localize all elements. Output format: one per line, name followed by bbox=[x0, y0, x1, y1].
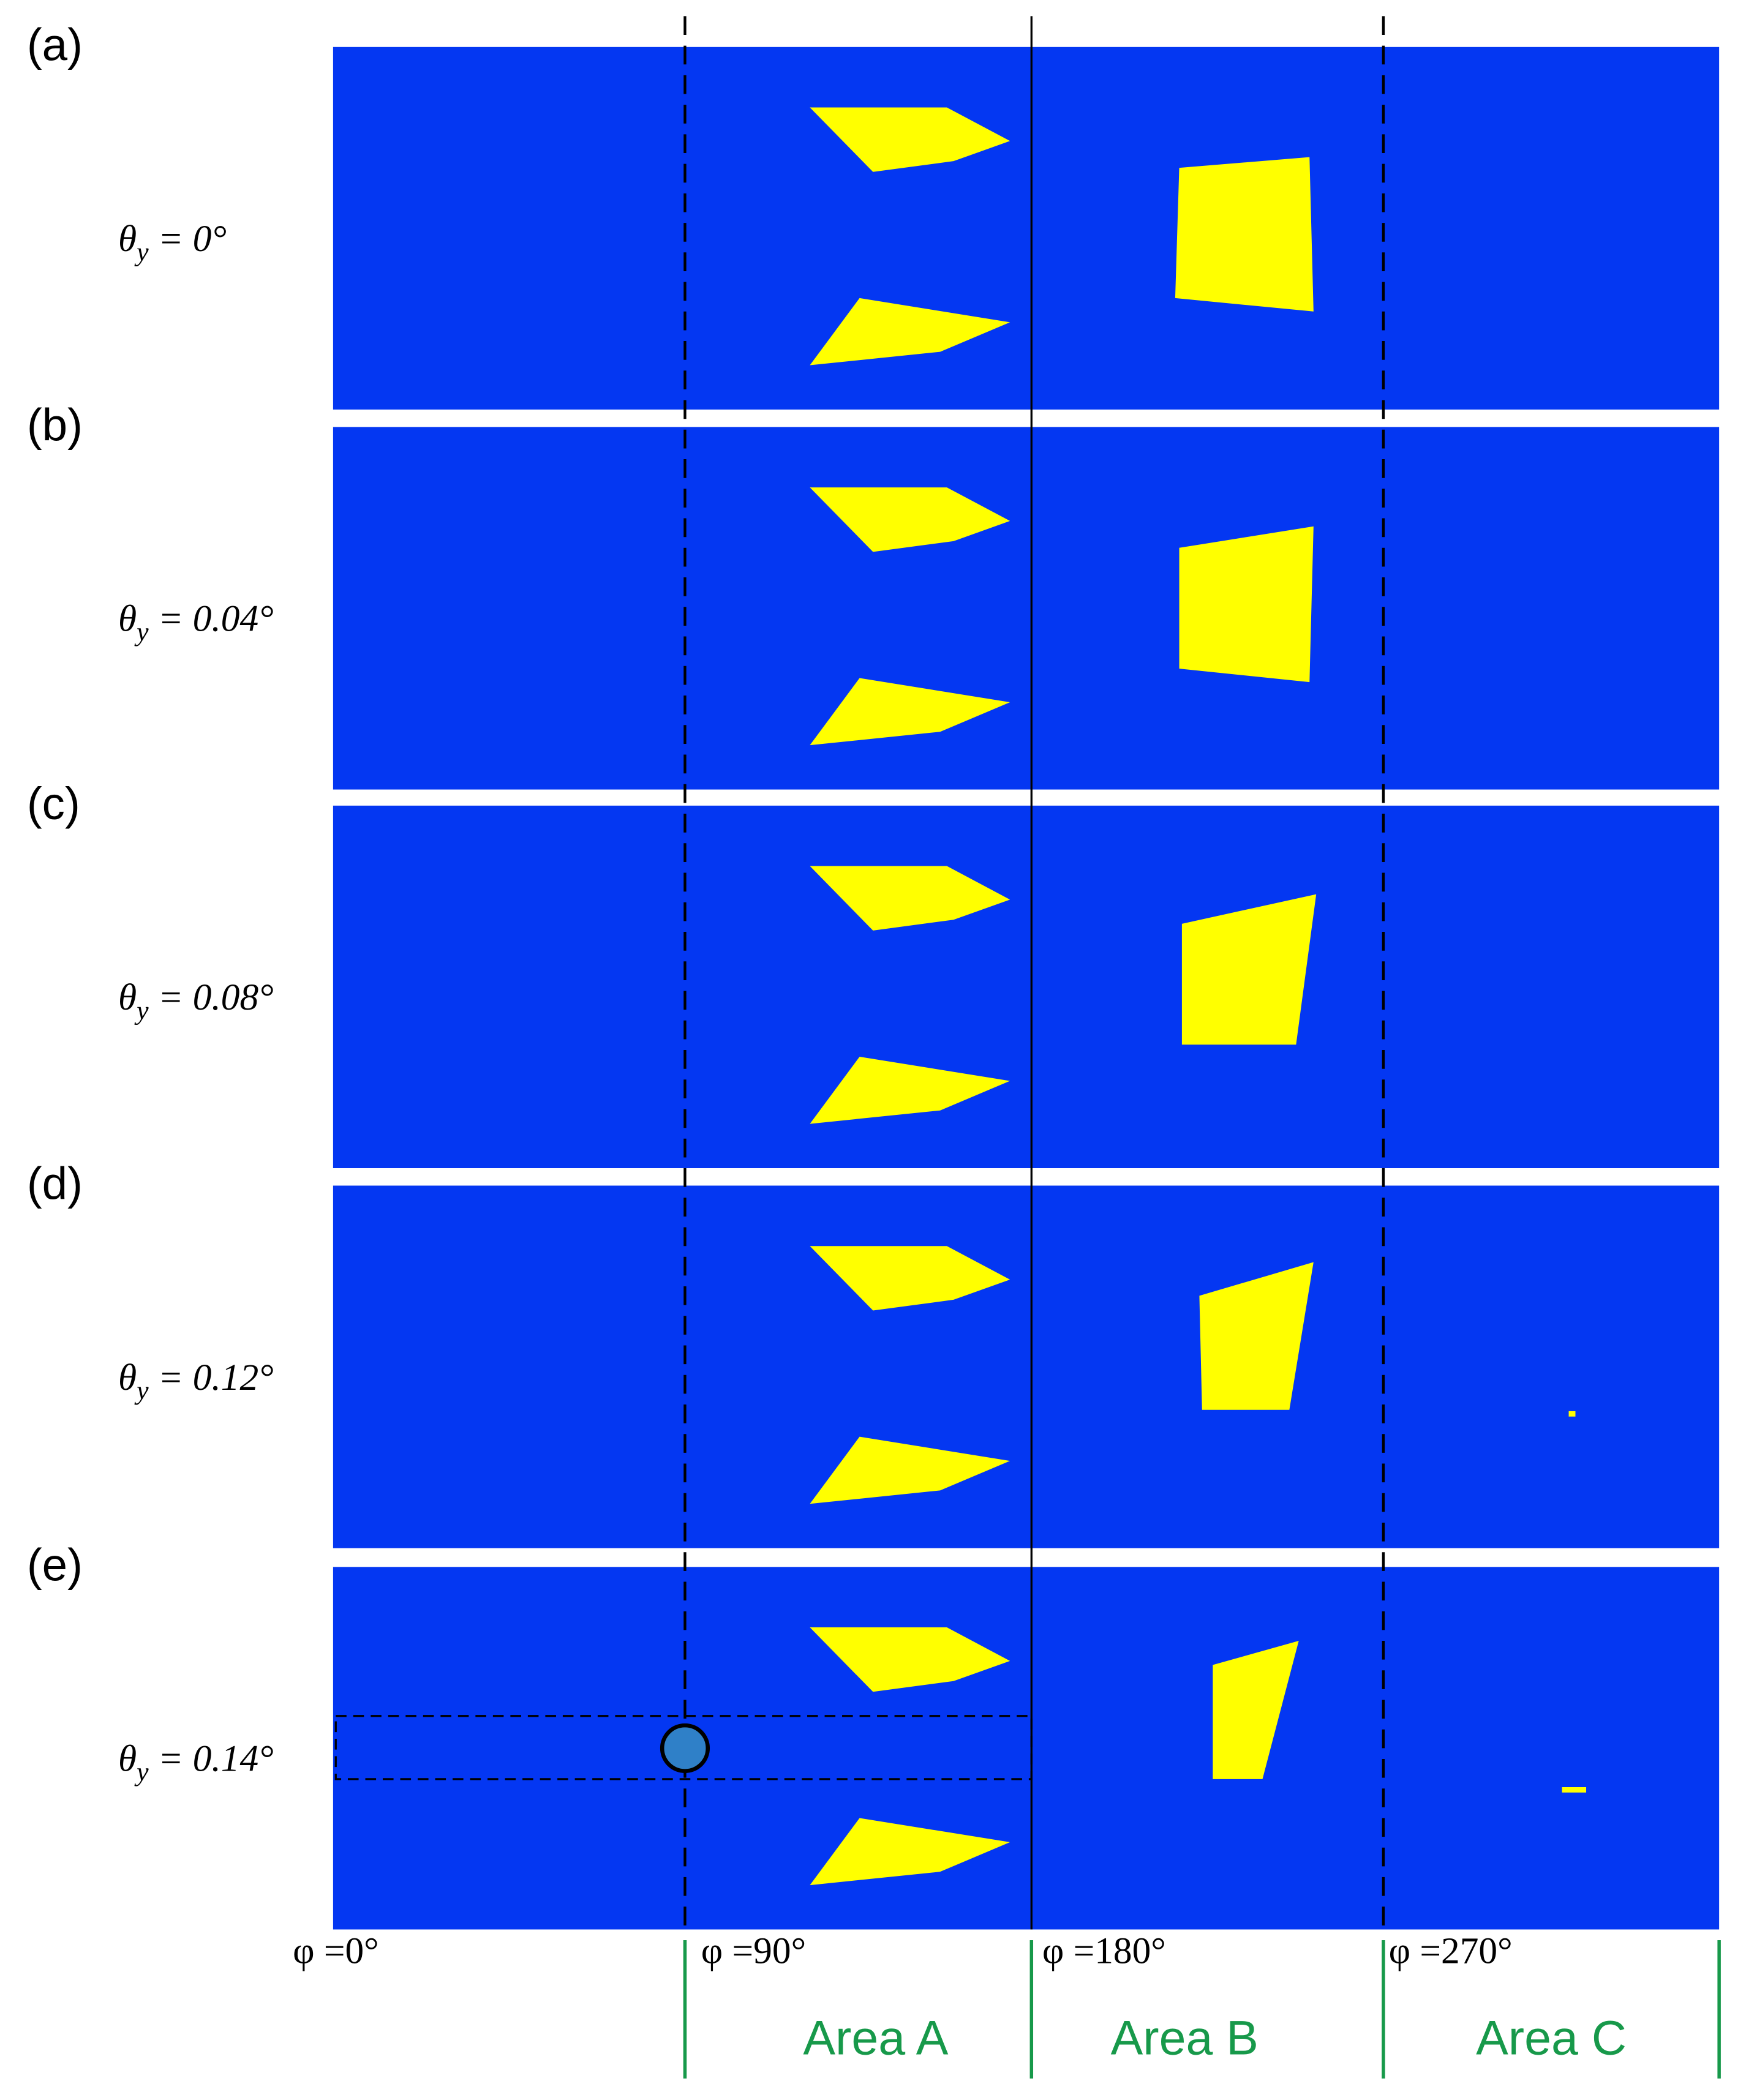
angle-label: θy = 0° bbox=[118, 218, 227, 266]
spot bbox=[1568, 1411, 1576, 1417]
angle-value: = 0.08° bbox=[149, 977, 274, 1018]
angle-label: θy = 0.04° bbox=[118, 598, 274, 647]
panel-label: (c) bbox=[27, 778, 80, 829]
field bbox=[333, 1567, 1720, 1930]
angle-symbol: θ bbox=[118, 977, 137, 1018]
panel bbox=[333, 47, 1720, 410]
area-label: Area A bbox=[803, 2011, 948, 2064]
marker bbox=[660, 1723, 710, 1773]
angle-symbol: θ bbox=[118, 1357, 137, 1398]
angle-subscript: y bbox=[134, 996, 149, 1026]
phi-label: φ =270° bbox=[1389, 1930, 1513, 1971]
angle-symbol: θ bbox=[118, 1738, 137, 1780]
field bbox=[333, 1185, 1720, 1548]
field bbox=[333, 805, 1720, 1168]
lobe bbox=[1181, 894, 1317, 1045]
field bbox=[333, 427, 1720, 790]
phi-label: φ =180° bbox=[1042, 1930, 1166, 1971]
lobe bbox=[1175, 157, 1314, 312]
phi-label: φ =90° bbox=[701, 1930, 806, 1971]
panel-label: (e) bbox=[27, 1539, 83, 1590]
panel bbox=[333, 1567, 1720, 1930]
overlay bbox=[334, 16, 1385, 1930]
lobe bbox=[1213, 1640, 1299, 1779]
angle-value: = 0.04° bbox=[149, 598, 274, 640]
panel-label: (d) bbox=[27, 1158, 83, 1209]
angle-label: θy = 0.12° bbox=[118, 1357, 274, 1405]
bottom-axis: φ =0° φ =90° φ =180° φ =270° Area A Area… bbox=[293, 1930, 1721, 2079]
panel-label: (a) bbox=[27, 20, 83, 70]
angle-label: θy = 0.14° bbox=[118, 1738, 274, 1787]
area-label: Area C bbox=[1476, 2011, 1627, 2064]
field bbox=[333, 47, 1720, 410]
panel-label: (b) bbox=[27, 399, 83, 450]
panels: (a)θy = 0°(b)θy = 0.04°(c)θy = 0.08°(d)θ… bbox=[27, 20, 1720, 1930]
lobe bbox=[1179, 526, 1314, 683]
angle-subscript: y bbox=[134, 1376, 149, 1405]
region-box bbox=[334, 1715, 1033, 1780]
phi-label: φ =0° bbox=[293, 1930, 379, 1971]
lobe bbox=[1199, 1262, 1314, 1410]
angle-label: θy = 0.08° bbox=[118, 977, 274, 1025]
angle-subscript: y bbox=[134, 237, 149, 266]
panel bbox=[333, 1185, 1720, 1548]
panel bbox=[333, 427, 1720, 790]
angle-value: = 0.12° bbox=[149, 1357, 274, 1398]
angle-symbol: θ bbox=[118, 218, 137, 260]
spot bbox=[1562, 1787, 1587, 1793]
panel bbox=[333, 805, 1720, 1168]
angle-value: = 0° bbox=[149, 218, 227, 260]
angle-symbol: θ bbox=[118, 598, 137, 640]
angle-value: = 0.14° bbox=[149, 1738, 274, 1780]
angle-subscript: y bbox=[134, 617, 149, 647]
area-label: Area B bbox=[1111, 2011, 1259, 2064]
angle-subscript: y bbox=[134, 1757, 149, 1787]
